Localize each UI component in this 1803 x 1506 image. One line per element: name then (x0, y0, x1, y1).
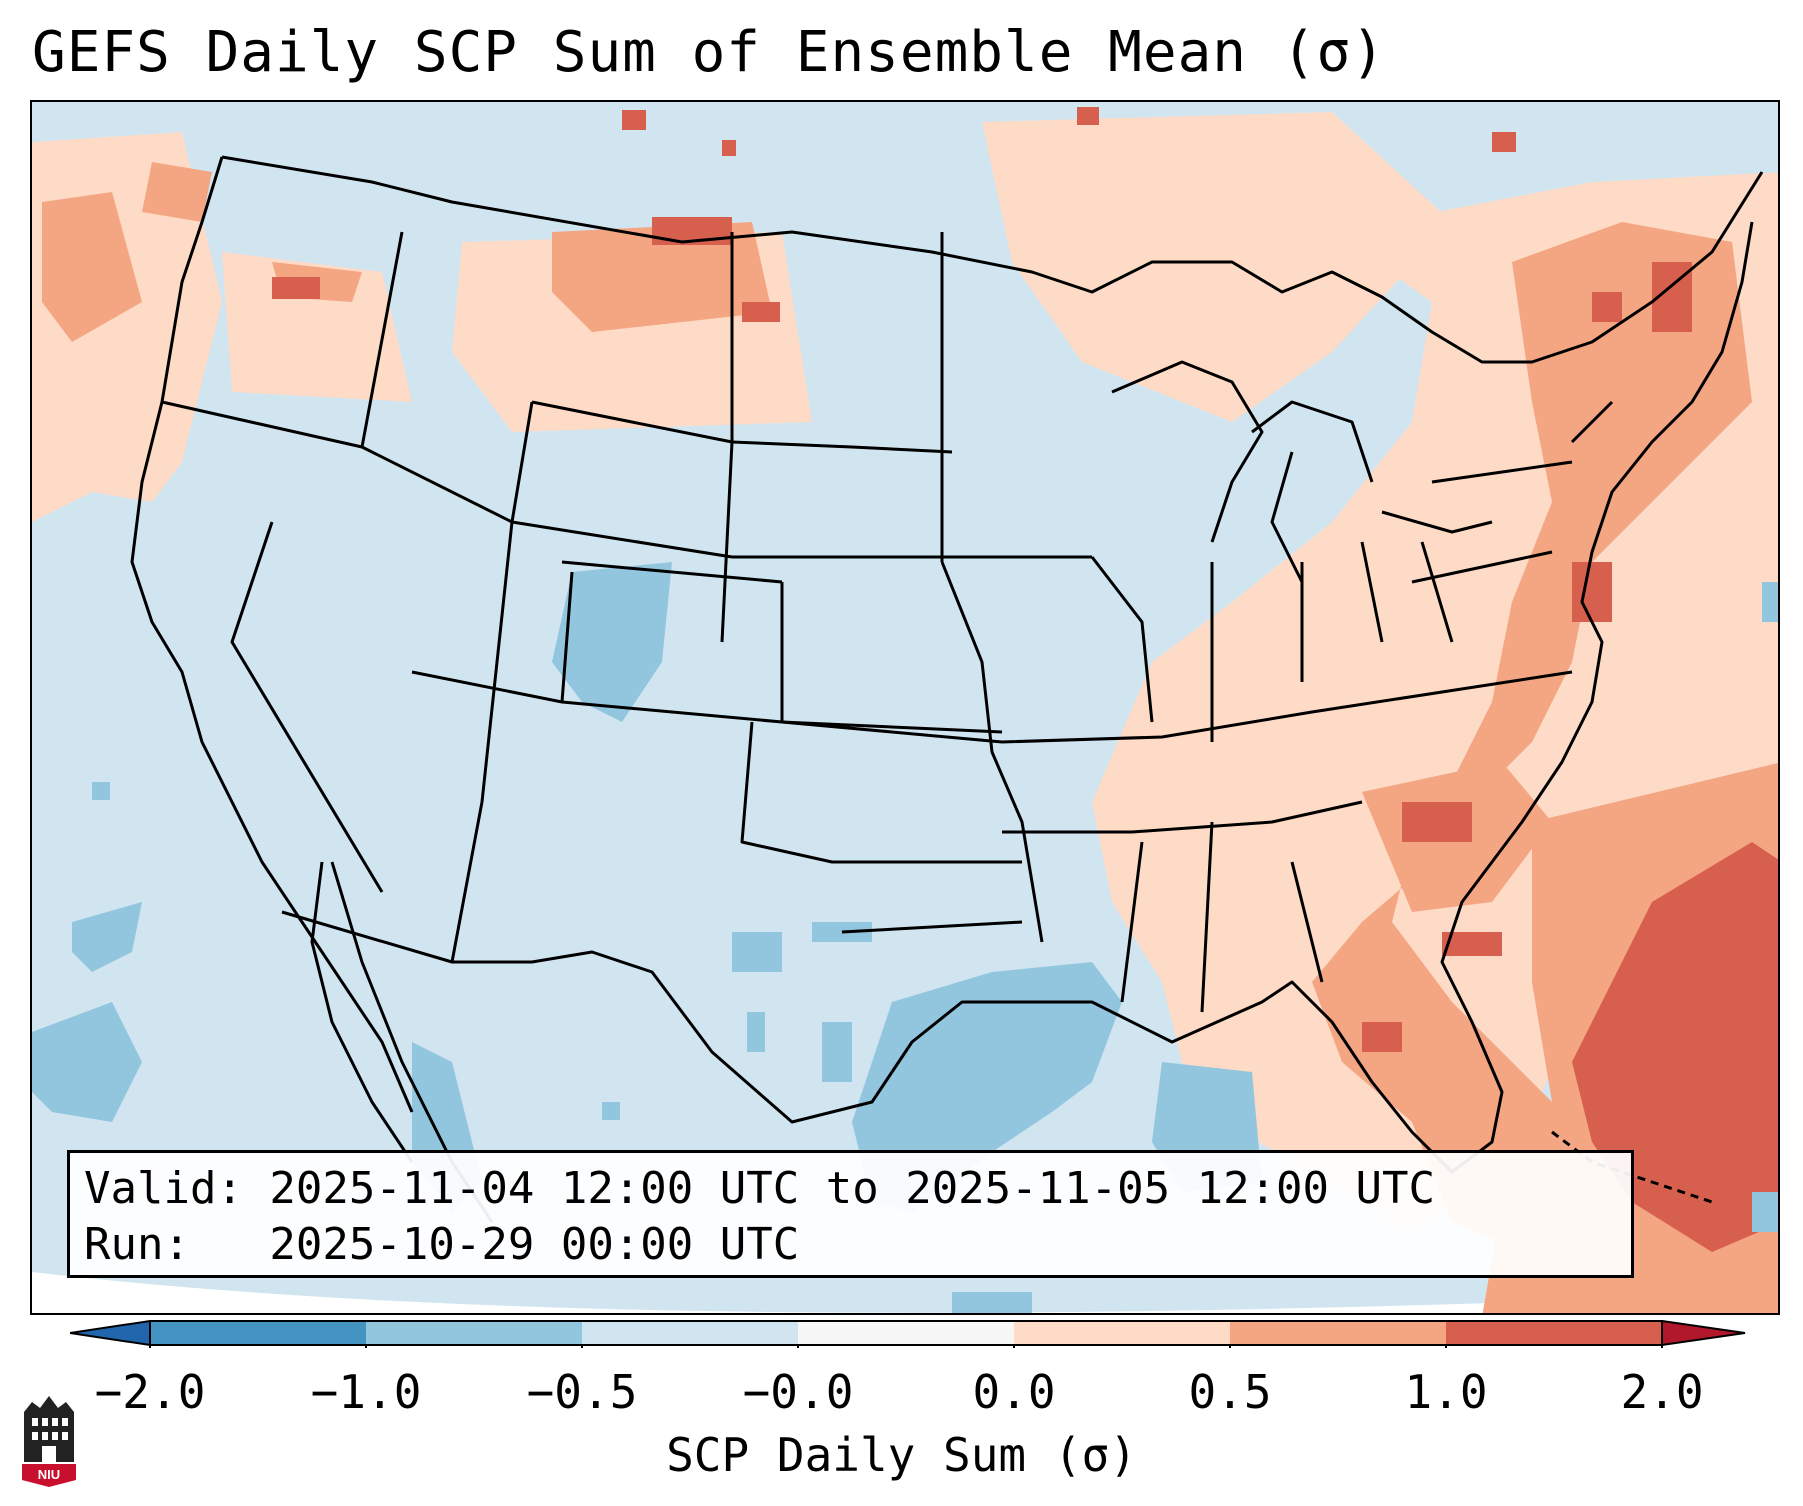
scp-field-map (32, 102, 1778, 1313)
colorbar-bin-5 (1230, 1321, 1446, 1345)
colorbar-tick-label: −1.0 (310, 1365, 422, 1419)
valid-run-info-box: Valid: 2025-11-04 12:00 UTC to 2025-11-0… (67, 1150, 1634, 1278)
colorbar-label: SCP Daily Sum (σ) (666, 1428, 1137, 1482)
run-line: Run: 2025-10-29 00:00 UTC (84, 1219, 800, 1270)
colorbar-bin-4 (1014, 1321, 1230, 1345)
colorbar-bin-3 (798, 1321, 1014, 1345)
colorbar (70, 1319, 1746, 1348)
colorbar-bin-0 (150, 1321, 366, 1345)
colorbar-tick-label: 1.0 (1404, 1365, 1488, 1419)
niu-logo-icon: NIU (22, 1396, 76, 1487)
colorbar-bin-6 (1446, 1321, 1662, 1345)
colorbar-extend-high (1661, 1319, 1746, 1347)
colorbar-tick-label: −2.0 (94, 1365, 206, 1419)
chart-title: GEFS Daily SCP Sum of Ensemble Mean (σ) (32, 20, 1386, 85)
colorbar-bin-2 (582, 1321, 798, 1345)
valid-line: Valid: 2025-11-04 12:00 UTC to 2025-11-0… (84, 1163, 1436, 1214)
colorbar-tick-label: −0.0 (742, 1365, 854, 1419)
colorbar-tick-label: 0.0 (972, 1365, 1056, 1419)
east-strong-region (1362, 262, 1778, 1252)
svg-text:NIU: NIU (38, 1467, 60, 1482)
colorbar-tick-label: 0.5 (1188, 1365, 1272, 1419)
colorbar-tick-label: 2.0 (1620, 1365, 1704, 1419)
map-panel (30, 100, 1780, 1315)
colorbar-extend-low (70, 1319, 151, 1347)
colorbar-tick-label: −0.5 (526, 1365, 638, 1419)
texas-negative-cells (602, 1092, 922, 1120)
colorbar-bin-1 (366, 1321, 582, 1345)
